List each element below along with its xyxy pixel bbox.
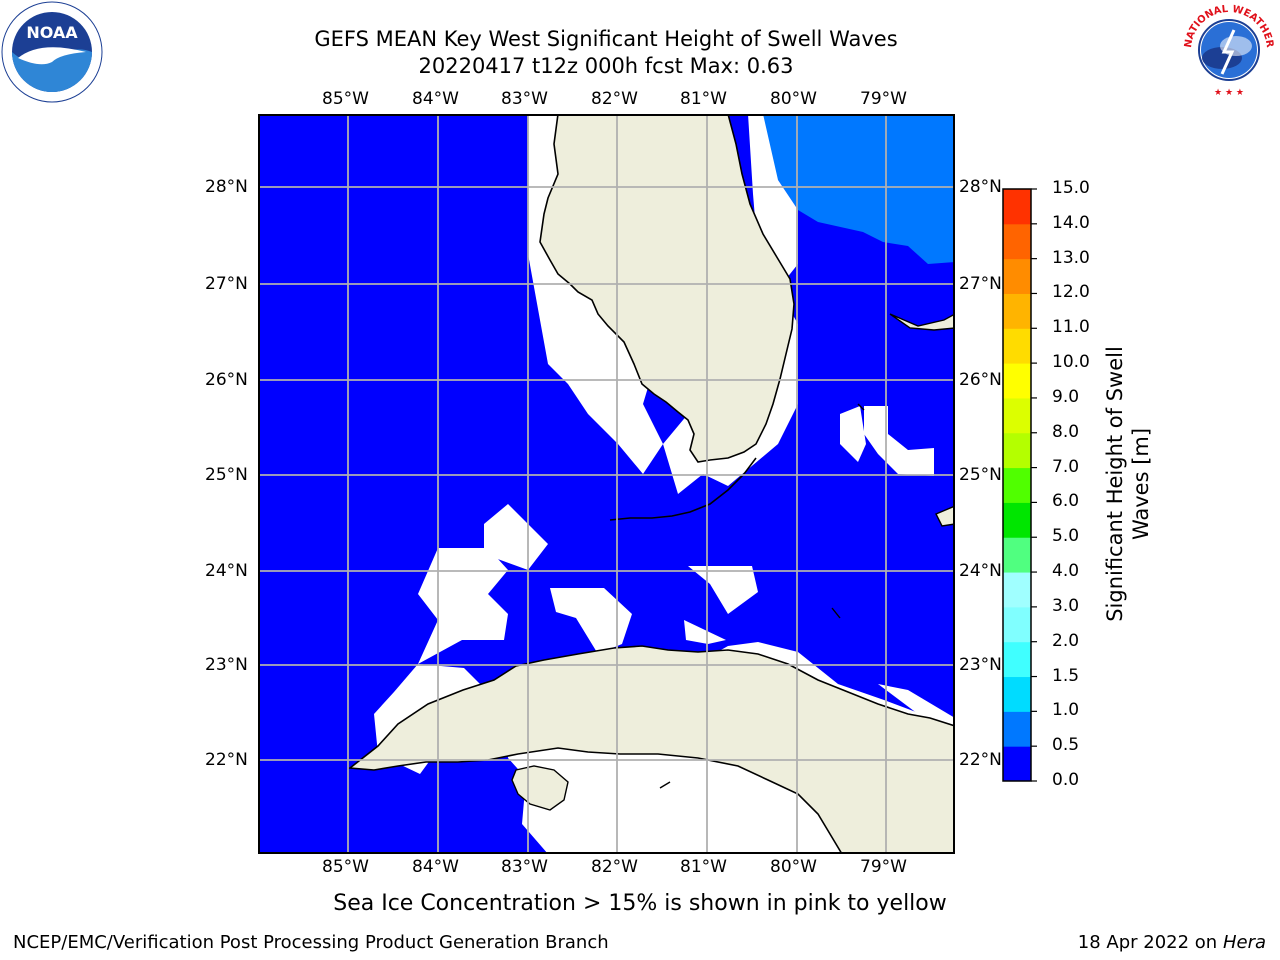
lat-label-right: 22°N: [959, 750, 1002, 770]
lat-label-right: 28°N: [959, 177, 1002, 197]
florida-land: [539, 114, 795, 463]
nws-logo: NATIONAL WEATHER SERVICE ★ ★ ★: [1178, 0, 1277, 98]
florida-keys: [609, 457, 757, 521]
lat-label-left: 25°N: [205, 465, 248, 485]
colorbar-segment: [1003, 502, 1031, 538]
cuba-land: [347, 645, 955, 854]
noaa-logo: NOAA: [1, 1, 103, 103]
colorbar-tick-label: 0.5: [1052, 735, 1080, 756]
colorbar-tick-label: 6.0: [1052, 491, 1080, 512]
colorbar-segment: [1003, 189, 1031, 225]
lon-label-top: 83°W: [501, 89, 548, 109]
colorbar-tick-label: 12.0: [1052, 282, 1090, 303]
chart-subtitle: 20220417 t12z 000h fcst Max: 0.63: [418, 54, 794, 78]
lon-label-bottom: 82°W: [591, 857, 638, 877]
sea-ice-note: Sea Ice Concentration > 15% is shown in …: [333, 891, 947, 916]
lon-label-bottom: 79°W: [860, 857, 907, 877]
lat-label-left: 24°N: [205, 561, 248, 581]
lon-label-bottom: 85°W: [322, 857, 369, 877]
lon-label-top: 81°W: [680, 89, 727, 109]
footer-date: 18 Apr 2022 on Hera: [1078, 932, 1266, 953]
colorbar-tick-label: 0.0: [1052, 770, 1080, 790]
colorbar-segment: [1003, 467, 1031, 503]
colorbar-label-line1: Significant Height of Swell: [1103, 346, 1127, 622]
colorbar-tick-label: 2.0: [1052, 630, 1080, 651]
colorbar-tick-label: 15.0: [1052, 178, 1090, 198]
svg-text:★ ★ ★: ★ ★ ★: [1214, 88, 1244, 98]
lat-label-left: 23°N: [205, 655, 248, 675]
colorbar-segment: [1003, 641, 1031, 678]
lat-label-left: 28°N: [205, 177, 248, 197]
lon-label-top: 85°W: [322, 89, 369, 109]
colorbar-segment: [1003, 711, 1031, 747]
lon-label-top: 79°W: [860, 89, 907, 109]
lat-label-right: 24°N: [959, 561, 1002, 581]
colorbar-segment: [1003, 258, 1031, 294]
lat-label-right: 26°N: [959, 370, 1002, 390]
map-frame: [258, 114, 955, 854]
colorbar-tick-label: 13.0: [1052, 247, 1090, 268]
colorbar: [1002, 188, 1037, 782]
lon-label-bottom: 80°W: [770, 857, 817, 877]
footer-date-text: 18 Apr 2022 on: [1077, 932, 1223, 953]
footer-credit: NCEP/EMC/Verification Post Processing Pr…: [13, 932, 609, 953]
lon-label-bottom: 83°W: [501, 857, 548, 877]
isla-juventud-land: [511, 765, 569, 811]
colorbar-tick-label: 4.0: [1052, 561, 1080, 582]
colorbar-segment: [1003, 363, 1031, 399]
colorbar-segment: [1003, 223, 1031, 260]
colorbar-segment: [1003, 293, 1031, 329]
lon-label-bottom: 84°W: [412, 857, 459, 877]
lat-label-left: 27°N: [205, 274, 248, 294]
colorbar-tick-label: 1.0: [1052, 700, 1080, 721]
lon-label-top: 84°W: [412, 89, 459, 109]
lat-label-right: 23°N: [959, 655, 1002, 675]
colorbar-segment: [1003, 397, 1031, 434]
colorbar-segment: [1003, 537, 1031, 573]
colorbar-segment: [1003, 606, 1031, 643]
lat-label-left: 26°N: [205, 370, 248, 390]
svg-text:NOAA: NOAA: [26, 23, 78, 42]
graticule: [258, 114, 955, 854]
colorbar-segment: [1003, 328, 1031, 364]
colorbar-tick-label: 14.0: [1052, 212, 1090, 233]
colorbar-tick-label: 5.0: [1052, 526, 1080, 547]
colorbar-tick-label: 1.5: [1052, 665, 1080, 686]
footer-host: Hera: [1222, 932, 1266, 953]
colorbar-tick-label: 3.0: [1052, 595, 1080, 616]
colorbar-tick-label: 9.0: [1052, 386, 1080, 407]
chart-title: GEFS MEAN Key West Significant Height of…: [314, 27, 898, 51]
colorbar-segment: [1003, 432, 1031, 469]
colorbar-label-line2: Waves [m]: [1129, 427, 1153, 541]
swell-region-0.5-1.0: [750, 114, 955, 264]
colorbar-tick-label: 8.0: [1052, 421, 1080, 442]
lat-label-right: 25°N: [959, 465, 1002, 485]
colorbar-tick-label: 10.0: [1052, 352, 1090, 373]
lon-label-bottom: 81°W: [680, 857, 727, 877]
colorbar-segment: [1003, 572, 1031, 608]
lon-label-top: 80°W: [770, 89, 817, 109]
colorbar-segment: [1003, 676, 1031, 712]
lat-label-right: 27°N: [959, 274, 1002, 294]
colorbar-segment: [1003, 746, 1031, 782]
colorbar-frame: [1002, 188, 1032, 782]
colorbar-tick-label: 7.0: [1052, 456, 1080, 477]
bahamas-land: [889, 313, 955, 331]
colorbar-tick-label: 11.0: [1052, 317, 1090, 338]
lat-label-left: 22°N: [205, 750, 248, 770]
swell-map: [258, 114, 955, 854]
lon-label-top: 82°W: [591, 89, 638, 109]
